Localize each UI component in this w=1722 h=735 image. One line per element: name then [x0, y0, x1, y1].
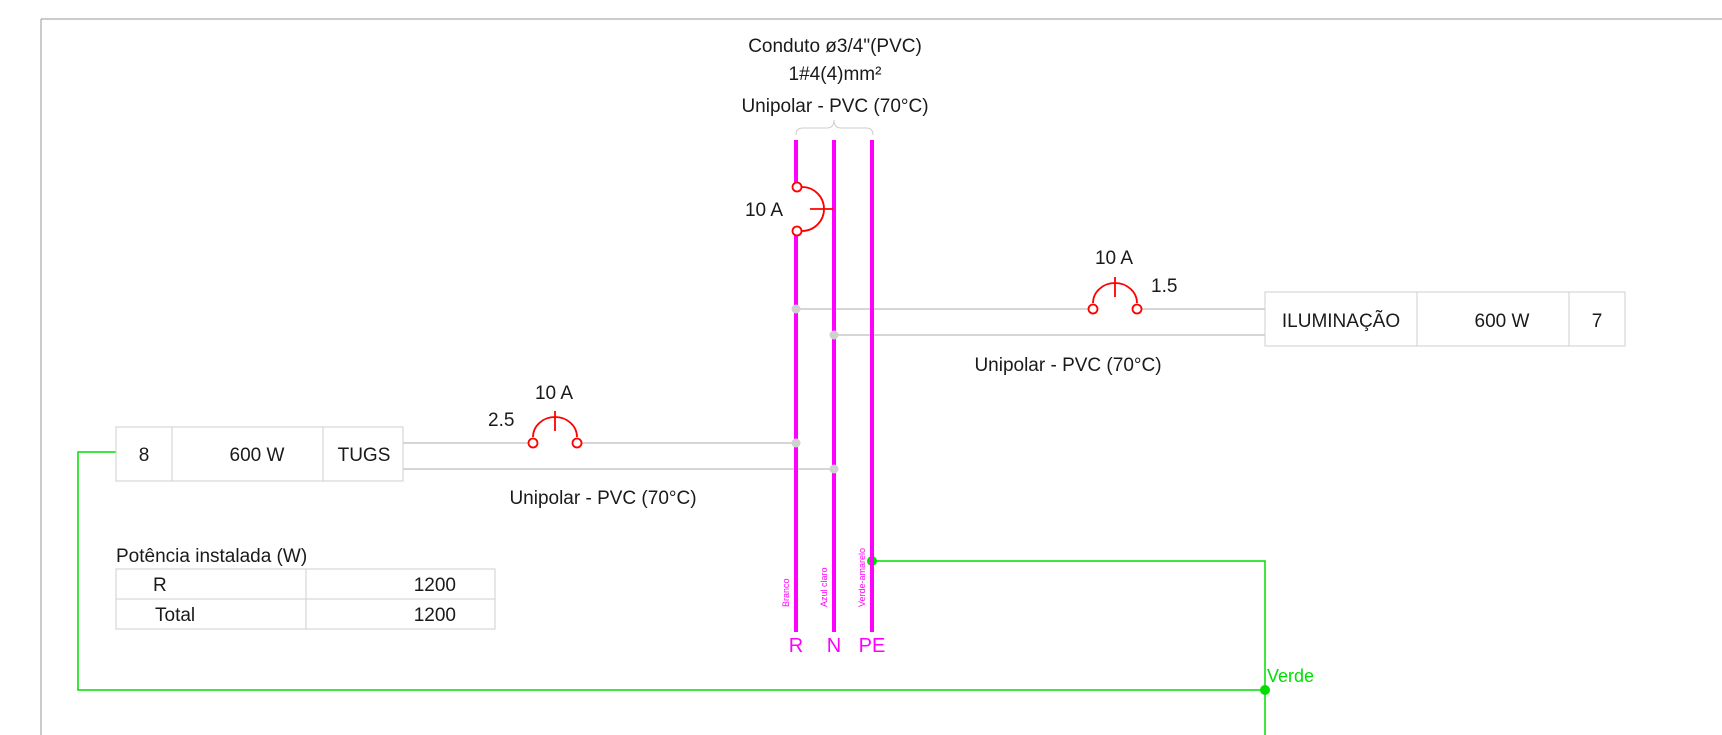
conduit-annotation: Conduto ø3/4"(PVC) 1#4(4)mm² Unipolar - …: [741, 36, 929, 136]
drawing-frame: [40, 18, 1722, 735]
node-tugs-n: [829, 464, 839, 474]
power-row-total-value: 1200: [414, 605, 456, 626]
ground-wiring: Verde: [77, 451, 1314, 735]
power-row-total-label: Total: [155, 605, 195, 626]
ilum-number: 7: [1592, 311, 1603, 332]
ilum-breaker-gap: [1089, 296, 1141, 316]
ilum-breaker-rating: 10 A: [1095, 248, 1133, 269]
tugs-power: 600 W: [230, 445, 285, 466]
tugs-section: 2.5: [488, 410, 514, 431]
tugs-name: TUGS: [338, 445, 391, 466]
connection-nodes: [791, 304, 839, 474]
ilum-name: ILUMINAÇÃO: [1282, 310, 1400, 332]
circuit-ilum-table: ILUMINAÇÃO 600 W 7: [1264, 291, 1626, 347]
conduit-cable-type-label: Unipolar - PVC (70°C): [741, 96, 928, 117]
power-table-title: Potência instalada (W): [116, 546, 307, 567]
circuit-ilum-wiring: [796, 296, 1265, 336]
tugs-breaker-rating: 10 A: [535, 383, 573, 404]
bus-r-label: R: [789, 635, 803, 657]
ilum-power: 600 W: [1475, 311, 1530, 332]
power-row-r-value: 1200: [414, 575, 456, 596]
main-breaker-symbol: 10 A: [745, 181, 833, 237]
bus-pe-label: PE: [859, 635, 886, 657]
pe-ground-wire: [872, 560, 1266, 735]
conduit-brace: [795, 119, 874, 136]
circuit-tugs-table: 8 600 W TUGS: [115, 426, 404, 482]
circuit-tugs-wiring: [403, 430, 833, 470]
bus-r-wire-color: Branco: [781, 578, 791, 607]
bus-pe-wire-color: Verde-amarelo: [857, 548, 867, 607]
main-breaker-rating: 10 A: [745, 200, 783, 221]
node-tugs-r: [791, 438, 801, 448]
tugs-number: 8: [139, 445, 150, 466]
bus-n-wire-color: Azul claro: [819, 567, 829, 607]
node-ilum-n: [829, 330, 839, 340]
bus-n-label: N: [827, 635, 841, 657]
ilum-section: 1.5: [1151, 276, 1177, 297]
conduit-label: Conduto ø3/4"(PVC): [748, 36, 922, 57]
tugs-ground-wire: [77, 451, 1265, 691]
tugs-breaker-gap: [530, 430, 582, 450]
ilum-breaker-symbol: 10 A 1.5: [1087, 248, 1177, 315]
node-ilum-r: [791, 304, 801, 314]
ground-label: Verde: [1267, 666, 1314, 686]
power-row-r-label: R: [153, 575, 167, 596]
conduit-section-label: 1#4(4)mm²: [789, 64, 882, 85]
ilum-cable-type: Unipolar - PVC (70°C): [974, 355, 1161, 376]
tugs-cable-type: Unipolar - PVC (70°C): [509, 488, 696, 509]
ground-junction-node: [1260, 685, 1270, 695]
tugs-breaker-symbol: 10 A 2.5: [488, 383, 583, 449]
bus-bars: Branco Azul claro Verde-amarelo R N PE: [781, 140, 885, 657]
power-table: Potência instalada (W) R 1200 Total 1200: [115, 546, 496, 630]
